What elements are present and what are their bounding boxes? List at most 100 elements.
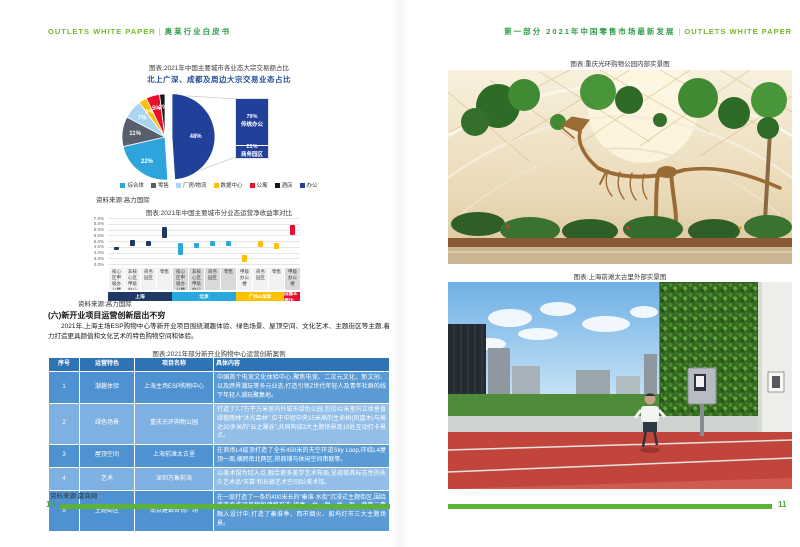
- range-chart-caption: 图表:2021年中国主要城市分业态运营净收益率对比: [145, 210, 293, 217]
- table-caption: 图表:2021年部分新开业购物中心运营创新案例: [152, 351, 286, 358]
- table-cell: 南京建邺吾悦广场: [134, 490, 214, 532]
- legend-swatch: [120, 182, 126, 188]
- table-cell: 艺术: [79, 466, 135, 492]
- pie-slice-label: 22%: [141, 159, 154, 165]
- right-footer-bar: [448, 504, 772, 509]
- pie-chart-caption: 图表:2021年中国主要城市各业态大宗交易额占比: [149, 65, 289, 72]
- pie-slice-label: 7%: [138, 115, 147, 121]
- left-footer-bar: [60, 504, 390, 509]
- gridline: [108, 246, 300, 248]
- legend-item: 厂房/物流: [175, 181, 207, 189]
- walkway: [448, 416, 758, 434]
- table-cell: 潮趣体验: [79, 370, 135, 404]
- running-track: [448, 432, 792, 489]
- gridline: [108, 223, 300, 225]
- range-bar-广州&深圳-零售: [273, 243, 279, 250]
- legend-label: 公寓: [256, 183, 268, 189]
- legend-label: 酒店: [281, 183, 293, 189]
- x-axis-label: 甲级办公楼: [284, 268, 300, 290]
- pie-slice-label: 3%: [145, 109, 154, 115]
- photo-qiantan-taikooli-exterior: [448, 282, 792, 489]
- legend-item: 办公: [299, 181, 318, 189]
- y-axis-tick: 5.5%: [93, 232, 104, 238]
- garden-shrubs: [451, 212, 792, 243]
- x-axis-label: 甲级办公楼: [236, 268, 252, 290]
- legend-swatch: [213, 182, 219, 188]
- pie-slice-办公: [171, 93, 216, 181]
- table-cell: 屋顶空间: [79, 443, 135, 468]
- table-cell: 2: [48, 402, 80, 445]
- source-note: 资料来源:高力国际: [96, 197, 150, 204]
- x-axis-label: 非核心区甲级办公楼: [124, 268, 140, 290]
- photo-chongqing-guanghuan-interior: [448, 70, 792, 264]
- range-bar-广州&深圳-商务园区: [257, 241, 263, 247]
- table-cell: 绿色场景: [79, 402, 135, 445]
- table-cell: 3: [48, 443, 80, 468]
- table-header-cell: 运营特色: [79, 357, 135, 372]
- gridline: [108, 241, 300, 242]
- pie-chart-title: 北上广深、成都及周边大宗交易业态占比: [147, 75, 291, 84]
- hedge: [448, 394, 663, 416]
- table-header-cell: 项目名称: [134, 357, 214, 372]
- table-cell: 在商场L4层顶打造了全长450米的天空环道Sky Loop,环绕L4屋顶一周,横…: [213, 443, 390, 468]
- table-cell: 以美术馆为切入点,融合更多美学艺术布局,呈现极具标志性的永久艺术品“天幕”和长廊…: [213, 466, 390, 492]
- left-page-header: OUTLETS WHITE PAPER | 奥莱行业白皮书: [48, 26, 231, 37]
- legend-label: 厂房/物流: [182, 183, 207, 189]
- table-row: 2 绿色场景 重庆光环购物公园 打造了7.7万平方米室内外城市绿色公园,包括42米室内…: [48, 402, 390, 445]
- legend-label: 零售: [157, 183, 169, 189]
- legend-swatch: [249, 182, 255, 188]
- legend-item: 公寓: [249, 181, 268, 189]
- table-cell: 上海前滩太古里: [134, 443, 214, 468]
- innovation-case-table: 序号 运营特色 项目名称 具体内容 1 潮趣体验 上海主场ESP购物中心 中国首个电竞文化体验…: [48, 357, 390, 532]
- y-axis-tick: 7.0%: [93, 215, 104, 221]
- table-cell: 1: [48, 370, 80, 404]
- header-en: OUTLETS WHITE PAPER: [48, 27, 156, 36]
- table-cell: 深圳万象前海: [134, 466, 214, 492]
- pie-slice-label: 2%: [159, 105, 168, 111]
- pie-slice-label: 48%: [190, 134, 203, 140]
- x-axis-label: 零售: [220, 268, 236, 290]
- gridline: [108, 264, 300, 265]
- skyline-buildings: [448, 324, 657, 398]
- table-header-cell: 具体内容: [213, 357, 390, 372]
- office-breakdown-bar: 79% 传统办公 21% 商务园区: [236, 99, 268, 158]
- range-bar-成都&周边-甲级办公楼: [289, 224, 295, 236]
- table-cell: 在一层打造了一条约400米长的“秦淮·水街”沉浸式主题街区,围绕南京秦淮河风貌和…: [213, 490, 390, 532]
- callout-segment: 79% 传统办公: [236, 99, 268, 145]
- table-row: 5 主题街区 南京建邺吾悦广场 在一层打造了一条约400米长的“秦淮·水街”沉浸式主题…: [48, 490, 390, 532]
- table-cell: 重庆光环购物公园: [134, 402, 214, 445]
- photo2-caption: 图表:上海前滩太古里外部实景图: [573, 274, 667, 281]
- page-gutter: [392, 0, 408, 547]
- green-living-wall: [659, 282, 759, 435]
- range-bar-上海-商务园区: [145, 241, 151, 246]
- table-cell: 4: [48, 466, 80, 492]
- header-en: OUTLETS WHITE PAPER: [684, 27, 792, 36]
- x-axis-label: 核心区甲级办公楼: [108, 268, 124, 290]
- table-header-row: 序号 运营特色 项目名称 具体内容: [48, 357, 390, 372]
- legend-item: 数据中心: [213, 181, 243, 189]
- table-cell: 5: [48, 490, 80, 532]
- legend-label: 数据中心: [220, 183, 243, 189]
- y-axis-tick: 4.0%: [93, 250, 104, 255]
- callout-segment: 21% 商务园区: [236, 144, 268, 158]
- right-page-header: 第一部分 2021年中国零售市场最新发展 | OUTLETS WHITE PAPER: [400, 26, 792, 37]
- runner-person: [633, 393, 667, 453]
- net-yield-range-chart: 7.0% 6.5% 6.0% 5.5% 5.0% 4.5% 4.0% 3.5% 3.0% 核心区甲…: [60, 215, 360, 304]
- gridline: [108, 252, 300, 254]
- gridline: [108, 235, 300, 237]
- table-cell: 中国首个电竞文化体验中心,聚焦电竞、二次元文化、新文创、以及跨界潮玩等多元业态,…: [213, 370, 390, 404]
- range-bar-广州&深圳-甲级办公楼: [241, 254, 247, 262]
- header-separator: |: [678, 27, 682, 36]
- x-axis-label: 商务园区: [140, 268, 156, 290]
- y-axis-tick: 3.0%: [93, 261, 104, 267]
- gridline: [108, 218, 300, 219]
- gridline: [108, 258, 300, 260]
- x-axis-label: 商务园区: [204, 268, 220, 290]
- canopy-foliage: [461, 74, 787, 136]
- table-cell: 打造了7.7万平方米室内外城市绿色公园,包括42米室内立体垂直绿植雨林“沐光森林…: [213, 402, 390, 445]
- range-bar-上海-零售: [161, 227, 167, 238]
- city-band-北京: 北京: [172, 292, 236, 301]
- table-row: 4 艺术 深圳万象前海 以美术馆为切入点,融合更多美学艺术布局,呈现极具标志性的永久艺…: [48, 466, 390, 492]
- city-band-上海: 上海: [108, 292, 172, 301]
